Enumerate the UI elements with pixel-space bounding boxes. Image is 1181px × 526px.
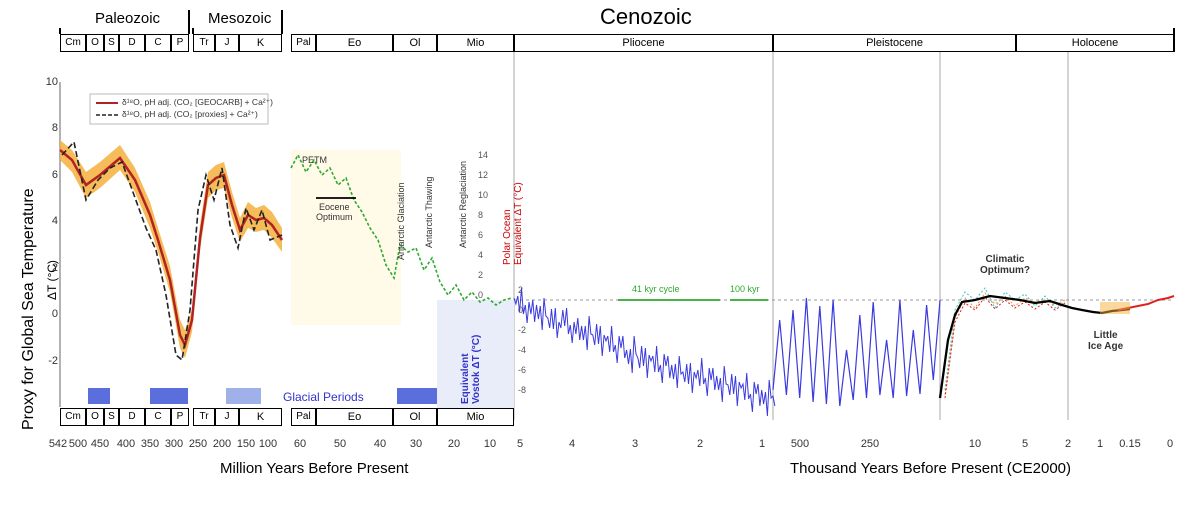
xtick: 30 (401, 438, 431, 450)
xtick: 5 (505, 438, 535, 450)
ytick: 4 (40, 215, 58, 227)
svg-text:2: 2 (518, 285, 523, 295)
y-axis-main-label: Proxy for Global Sea Temperature (20, 188, 38, 430)
anno-100kyr: 100 kyr (730, 284, 760, 294)
period-j: J (215, 34, 239, 52)
period-eo: Eo (316, 408, 393, 426)
svg-text:2: 2 (478, 270, 483, 280)
period-ol: Ol (393, 408, 437, 426)
period-ol: Ol (393, 34, 437, 52)
svg-text:-2: -2 (518, 325, 526, 335)
ytick: 6 (40, 169, 58, 181)
svg-text:-8: -8 (518, 385, 526, 395)
svg-text:-6: -6 (518, 365, 526, 375)
anno-eocene-optimum: Eocene Optimum (316, 202, 353, 222)
xtick: 250 (855, 438, 885, 450)
anno-vostok: Equivalent Vostok ΔT (°C) (460, 335, 482, 404)
period-pliocene: Pliocene (514, 34, 773, 52)
xtick: 5 (1010, 438, 1040, 450)
period-tr: Tr (193, 408, 215, 426)
period-tr: Tr (193, 34, 215, 52)
period-o: O (86, 408, 104, 426)
anno-climatic-optimum: Climatic Optimum? (980, 254, 1030, 276)
ytick: -2 (40, 355, 58, 367)
xtick: 3 (620, 438, 650, 450)
anno-antarctic-thawing: Antarctic Thawing (424, 177, 434, 248)
xtick: 40 (365, 438, 395, 450)
svg-text:14: 14 (478, 150, 488, 160)
x-label-left: Million Years Before Present (220, 460, 408, 477)
period-k: K (239, 408, 282, 426)
xtick: 100 (253, 438, 283, 450)
period-mio: Mio (437, 408, 514, 426)
svg-text:0: 0 (518, 305, 523, 315)
ytick: 8 (40, 122, 58, 134)
period-s: S (104, 34, 119, 52)
period-o: O (86, 34, 104, 52)
anno-glacial-periods: Glacial Periods (283, 390, 364, 404)
period-cm: Cm (60, 34, 86, 52)
period-cm: Cm (60, 408, 86, 426)
period-pal: Pal (291, 34, 316, 52)
anno-antarctic-reglaciation: Antarctic Reglaciation (458, 161, 468, 248)
anno-polar-ocean: Polar Ocean Equivalent ΔT (°C) (502, 182, 524, 265)
xtick: 1 (1085, 438, 1115, 450)
period-k: K (239, 34, 282, 52)
legend-line1: δ¹⁸O, pH adj. (CO₂ [GEOCARB] + Ca²⁺) (122, 97, 273, 108)
anno-little-ice-age: Little Ice Age (1088, 330, 1123, 352)
svg-text:0: 0 (478, 290, 483, 300)
xtick: 500 (785, 438, 815, 450)
period-c: C (145, 34, 171, 52)
xtick: 1 (747, 438, 777, 450)
period-p: P (171, 408, 189, 426)
xtick: 10 (960, 438, 990, 450)
legend-line2: δ¹⁸O, pH adj. (CO₂ [proxies] + Ca²⁺) (122, 109, 258, 120)
anno-41kyr: 41 kyr cycle (632, 284, 680, 294)
x-label-right: Thousand Years Before Present (CE2000) (790, 460, 1071, 477)
ytick: 0 (40, 308, 58, 320)
ytick: 2 (40, 262, 58, 274)
period-pleistocene: Pleistocene (773, 34, 1016, 52)
anno-antarctic-glaciation: Antarctic Glaciation (396, 182, 406, 260)
xtick: 0.15 (1115, 438, 1145, 450)
xtick: 0 (1155, 438, 1181, 450)
svg-text:12: 12 (478, 170, 488, 180)
xtick: 50 (325, 438, 355, 450)
xtick: 10 (475, 438, 505, 450)
xtick: 4 (557, 438, 587, 450)
period-p: P (171, 34, 189, 52)
svg-text:4: 4 (478, 250, 483, 260)
xtick: 60 (285, 438, 315, 450)
period-j: J (215, 408, 239, 426)
xtick: 2 (685, 438, 715, 450)
xtick: 2 (1053, 438, 1083, 450)
period-eo: Eo (316, 34, 393, 52)
anno-petm: PETM (302, 155, 327, 165)
xtick: 20 (439, 438, 469, 450)
svg-text:8: 8 (478, 210, 483, 220)
period-s: S (104, 408, 119, 426)
period-mio: Mio (437, 34, 514, 52)
period-d: D (119, 34, 145, 52)
svg-text:-4: -4 (518, 345, 526, 355)
period-pal: Pal (291, 408, 316, 426)
period-holocene: Holocene (1016, 34, 1174, 52)
period-c: C (145, 408, 171, 426)
svg-text:10: 10 (478, 190, 488, 200)
period-d: D (119, 408, 145, 426)
svg-text:6: 6 (478, 230, 483, 240)
ytick: 10 (40, 76, 58, 88)
